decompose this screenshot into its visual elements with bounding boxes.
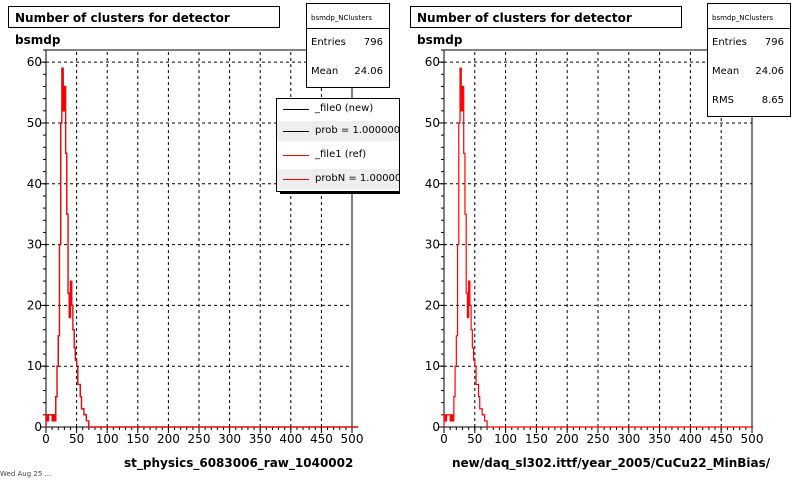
y-tick-label: 10 bbox=[425, 359, 440, 373]
x-axis-label: new/daq_sl302.ittf/year_2005/CuCu22_MinB… bbox=[452, 456, 771, 470]
stats-hist-name: bsmdp_NClusters bbox=[307, 4, 389, 29]
stats-mean-value: 24.06 bbox=[354, 66, 383, 77]
legend-swatch-prob bbox=[283, 131, 309, 132]
y-tick-label: 30 bbox=[425, 238, 440, 252]
x-tick-label: 50 bbox=[467, 432, 482, 446]
stats-mean-row: Mean 24.06 bbox=[307, 58, 389, 87]
legend-entry-prob: prob = 1.000000 bbox=[277, 121, 400, 141]
stats-hist-name: bsmdp_NClusters bbox=[708, 4, 790, 29]
stats-entries-label: Entries bbox=[311, 37, 346, 48]
legend-swatch-new bbox=[283, 109, 309, 110]
x-tick-label: 400 bbox=[679, 432, 702, 446]
legend-label-ref: _file1 (ref) bbox=[315, 149, 367, 160]
chart-title: Number of clusters for detector bsmdp bbox=[410, 6, 682, 47]
x-tick-label: 300 bbox=[218, 432, 241, 446]
legend-label-prob: prob = 1.000000 bbox=[315, 125, 400, 136]
histogram-series-0 bbox=[443, 67, 754, 428]
legend-label-new: _file0 (new) bbox=[315, 103, 374, 114]
x-tick-label: 450 bbox=[710, 432, 733, 446]
y-tick-label: 30 bbox=[27, 238, 42, 252]
y-tick-label: 10 bbox=[27, 359, 42, 373]
stats-mean-label: Mean bbox=[311, 66, 339, 77]
x-tick-label: 50 bbox=[69, 432, 84, 446]
stats-entries-label: Entries bbox=[712, 37, 747, 48]
x-tick-label: 150 bbox=[126, 432, 149, 446]
legend-entry-ref: _file1 (ref) bbox=[277, 145, 399, 165]
stats-rms-label: RMS bbox=[712, 95, 734, 106]
stats-mean-value: 24.06 bbox=[755, 66, 784, 77]
x-tick-label: 500 bbox=[341, 432, 364, 446]
x-axis-label: st_physics_6083006_raw_1040002 bbox=[124, 456, 354, 470]
histogram-series-1 bbox=[45, 67, 359, 428]
right-panel: Number of clusters for detector bsmdp 0 5… bbox=[400, 0, 800, 480]
x-tick-label: 250 bbox=[587, 432, 610, 446]
x-tick-label: 250 bbox=[188, 432, 211, 446]
stats-box: bsmdp_NClusters Entries 796 Mean 24.06 bbox=[306, 3, 390, 88]
x-tick-label: 0 bbox=[440, 432, 448, 446]
y-tick-label: 60 bbox=[27, 55, 42, 69]
x-tick-label: 150 bbox=[525, 432, 548, 446]
x-tick-label: 200 bbox=[556, 432, 579, 446]
stats-rms-value: 8.65 bbox=[761, 95, 784, 106]
x-tick-label: 350 bbox=[648, 432, 671, 446]
y-tick-label: 20 bbox=[425, 298, 440, 312]
stats-entries-row: Entries 796 bbox=[307, 29, 389, 58]
legend-swatch-probn bbox=[283, 179, 309, 180]
legend: _file0 (new) prob = 1.000000 _file1 (ref… bbox=[276, 98, 400, 192]
legend-shadow bbox=[280, 190, 400, 194]
stats-mean-label: Mean bbox=[712, 66, 740, 77]
y-tick-label: 50 bbox=[425, 116, 440, 130]
y-tick-label: 50 bbox=[27, 116, 42, 130]
y-tick-label: 0 bbox=[34, 420, 42, 434]
legend-swatch-ref bbox=[283, 155, 309, 156]
stats-box: bsmdp_NClusters Entries 796 Mean 24.06 R… bbox=[707, 3, 791, 117]
x-tick-label: 200 bbox=[157, 432, 180, 446]
footer-text: Wed Aug 25 ... bbox=[0, 470, 52, 478]
chart-title: Number of clusters for detector bsmdp bbox=[8, 6, 280, 47]
left-panel: Number of clusters for detector bsmdp 0 5… bbox=[0, 3, 400, 478]
y-tick-label: 40 bbox=[425, 177, 440, 191]
stats-entries-row: Entries 796 bbox=[708, 29, 790, 58]
x-tick-label: 450 bbox=[310, 432, 333, 446]
legend-entry-new: _file0 (new) bbox=[277, 99, 399, 119]
stats-rms-row: RMS 8.65 bbox=[708, 87, 790, 116]
x-tick-label: 350 bbox=[249, 432, 272, 446]
x-tick-label: 100 bbox=[494, 432, 517, 446]
x-tick-label: 100 bbox=[96, 432, 119, 446]
x-tick-label: 300 bbox=[617, 432, 640, 446]
y-tick-label: 0 bbox=[432, 420, 440, 434]
y-tick-label: 60 bbox=[425, 55, 440, 69]
x-tick-label: 500 bbox=[741, 432, 764, 446]
x-tick-label: 0 bbox=[42, 432, 50, 446]
y-tick-label: 20 bbox=[27, 298, 42, 312]
stats-mean-row: Mean 24.06 bbox=[708, 58, 790, 87]
left-histogram: 0 50 100 150 200 250 300 350 400 450 500 0 10 20 30 40 5… bbox=[27, 49, 364, 446]
legend-entry-probn: probN = 1.000000 bbox=[277, 169, 400, 189]
x-tick-label: 400 bbox=[279, 432, 302, 446]
y-tick-label: 40 bbox=[27, 177, 42, 191]
stats-entries-value: 796 bbox=[363, 37, 383, 48]
legend-label-probn: probN = 1.000000 bbox=[315, 173, 400, 184]
stats-entries-value: 796 bbox=[764, 37, 784, 48]
